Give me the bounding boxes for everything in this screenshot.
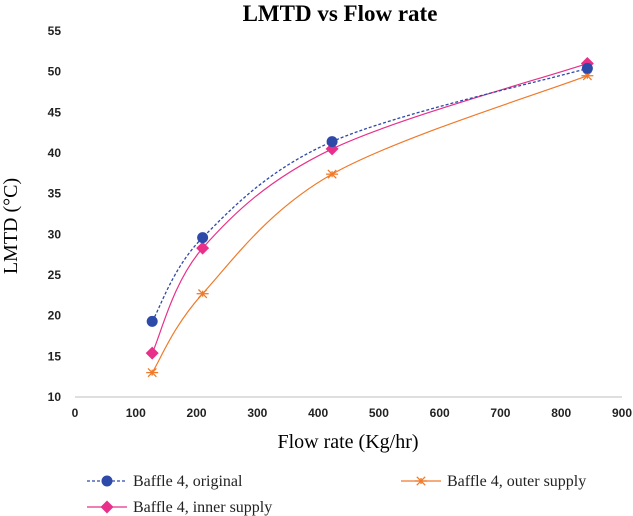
x-tick-label: 900 [612, 406, 632, 420]
legend-item: Baffle 4, inner supply [87, 499, 272, 516]
data-point-asterisk [326, 169, 339, 179]
data-point-circle [326, 136, 338, 148]
x-axis-title: Flow rate (Kg/hr) [277, 431, 418, 453]
series-line [151, 75, 588, 373]
series-layer [145, 57, 594, 378]
data-point-circle [197, 232, 209, 244]
tick-labels: 0 100 200 300 400 500 600 700 800 900 10 15 20 25 30 35… [48, 24, 633, 420]
series-line [151, 67, 588, 322]
data-point-circle [146, 315, 158, 327]
y-tick-label: 30 [48, 227, 62, 241]
legend-marker-circle [101, 475, 113, 487]
data-point-diamond [196, 241, 210, 255]
x-tick-label: 100 [126, 406, 146, 420]
x-tick-label: 0 [72, 406, 79, 420]
data-point-diamond [145, 346, 159, 360]
y-tick-label: 20 [48, 309, 62, 323]
legend: Baffle 4, original Baffle 4, inner supply… [87, 473, 586, 516]
legend-label: Baffle 4, inner supply [133, 499, 272, 516]
x-tick-label: 700 [490, 406, 510, 420]
series-baffle-4-original [146, 62, 593, 327]
y-tick-label: 55 [48, 24, 62, 38]
series-baffle-4-inner-supply [145, 57, 594, 360]
y-axis-title: LMTD (°C) [0, 178, 22, 274]
legend-marker-diamond [100, 500, 114, 514]
x-tick-label: 500 [369, 406, 389, 420]
legend-label: Baffle 4, outer supply [447, 473, 586, 490]
series-baffle-4-outer-supply [146, 71, 594, 378]
legend-label: Baffle 4, original [133, 473, 243, 490]
y-tick-label: 25 [48, 268, 62, 282]
data-point-asterisk [196, 289, 209, 299]
x-tick-label: 300 [247, 406, 267, 420]
y-tick-label: 40 [48, 146, 62, 160]
legend-item: Baffle 4, outer supply [401, 473, 586, 490]
x-tick-label: 600 [430, 406, 450, 420]
y-tick-label: 35 [48, 187, 62, 201]
y-tick-label: 15 [48, 349, 62, 363]
legend-marker-asterisk [415, 476, 427, 486]
y-tick-label: 10 [48, 390, 62, 404]
legend-item: Baffle 4, original [87, 473, 243, 490]
y-tick-label: 45 [48, 105, 62, 119]
y-tick-label: 50 [48, 65, 62, 79]
data-point-asterisk [146, 367, 159, 378]
series-line [151, 62, 588, 354]
x-tick-label: 400 [308, 406, 328, 420]
x-tick-label: 800 [551, 406, 571, 420]
chart-title: LMTD vs Flow rate [243, 1, 438, 26]
data-point-circle [581, 62, 593, 74]
x-tick-label: 200 [187, 406, 207, 420]
